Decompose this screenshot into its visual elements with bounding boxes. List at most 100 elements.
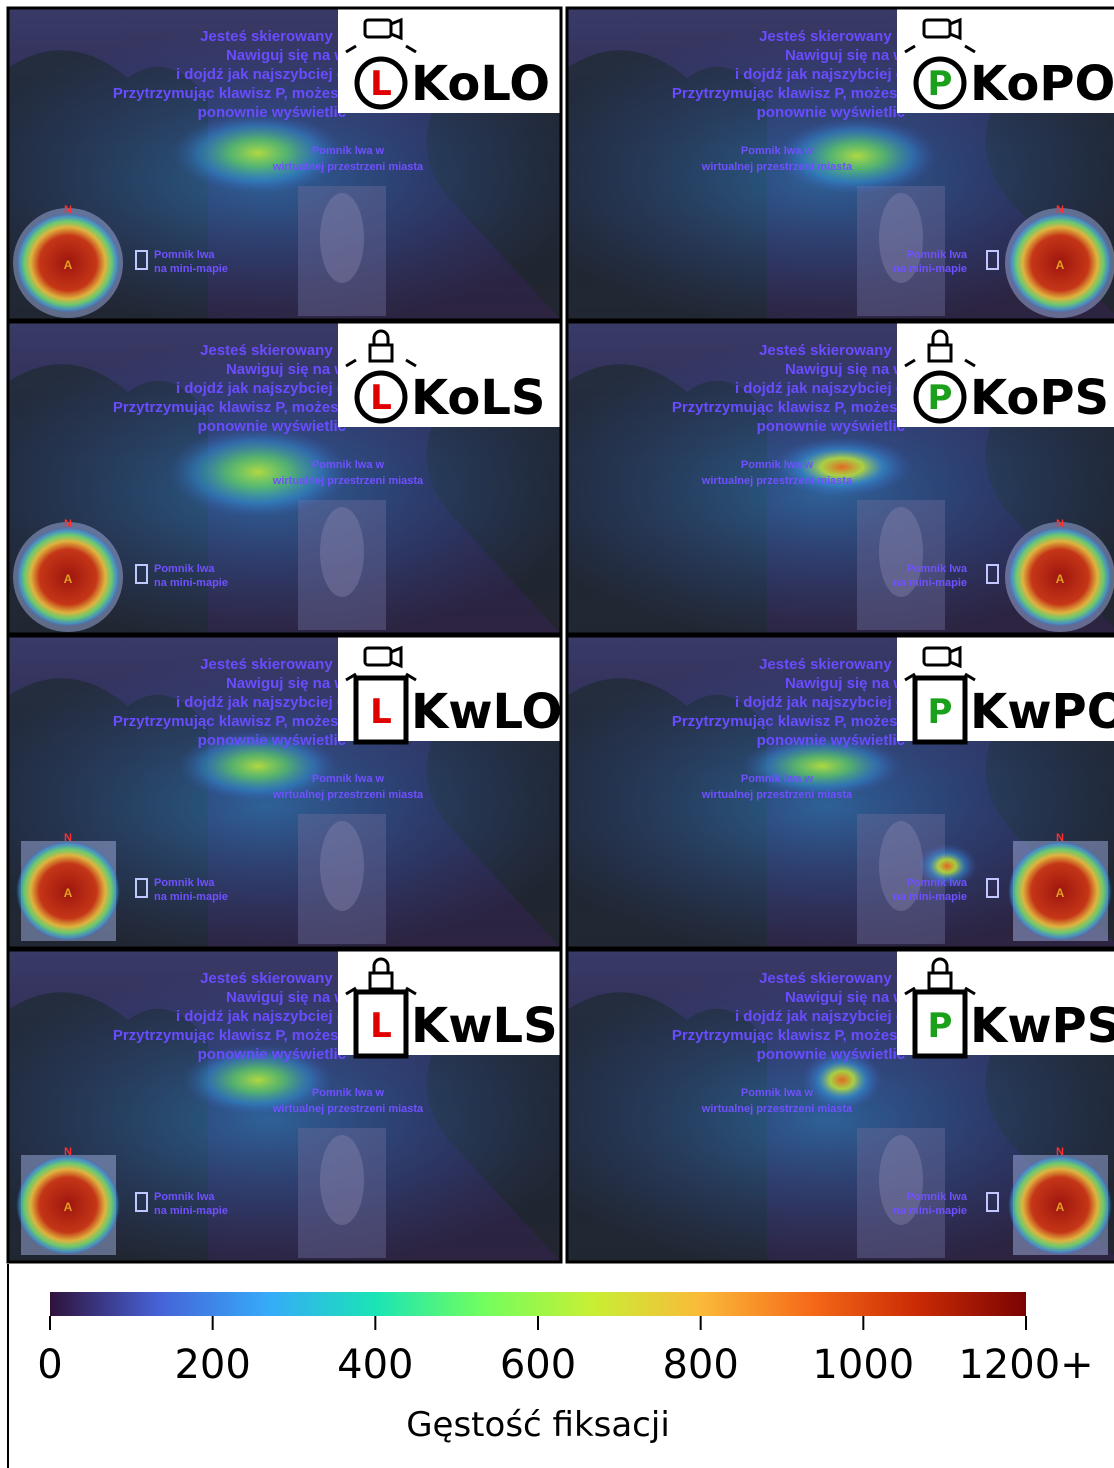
monument-label: Pomnik lwa w [741, 1087, 814, 1099]
player-marker: A [64, 572, 73, 586]
instruction-text: ponownie wyświetlić [198, 418, 346, 435]
minimap-label: Pomnik lwa [906, 249, 967, 261]
panel-label: KwLS [411, 998, 558, 1054]
instruction-text: Jesteś skierowany n [200, 28, 346, 45]
condition-icon [912, 675, 968, 745]
camera-icon [363, 646, 393, 667]
gaze-hotspot [772, 437, 912, 497]
statue-figure [879, 1135, 923, 1225]
statue [298, 1128, 386, 1258]
north-marker: N [1056, 1146, 1064, 1158]
minimap-label: na mini-mapie [893, 891, 967, 903]
instruction-text: Przytrzymując klawisz P, możesz [672, 713, 905, 730]
colorbar-tick-label: 0 [37, 1342, 62, 1388]
panel-label: KwLO [411, 684, 562, 740]
minimap-hotspot [1008, 213, 1112, 313]
panel-border [565, 6, 1114, 322]
gaze-hotspot [178, 731, 338, 801]
minimap-label-icon [135, 1192, 148, 1212]
panel: N A Jesteś skierowany n Nawiguj się na w i d… [565, 6, 1114, 322]
condition-letter: P [928, 64, 953, 104]
panel-border [565, 634, 1114, 950]
panel-border [565, 948, 1114, 1264]
monument-label: Pomnik lwa w [312, 145, 385, 157]
direction-arrows [904, 358, 976, 368]
monument-label: wirtualnej przestrzeni miasta [701, 789, 853, 801]
direction-arrows [345, 44, 417, 54]
direction-arrows [345, 358, 417, 368]
minimap-hotspot [1008, 841, 1112, 941]
panel-label: KoLO [411, 56, 550, 112]
monument-label: Pomnik lwa w [741, 459, 814, 471]
player-marker: A [64, 1200, 73, 1214]
north-marker: N [1056, 518, 1064, 530]
minimap-label: Pomnik lwa [906, 877, 967, 889]
statue-figure [879, 507, 923, 597]
player-marker: A [64, 258, 73, 272]
condition-icon [354, 370, 408, 424]
statue-figure [320, 821, 364, 911]
gaze-hotspot [168, 427, 348, 517]
instruction-text: Nawiguj się na w [226, 675, 346, 692]
minimap-hotspot [16, 1155, 120, 1255]
statue [298, 500, 386, 630]
instruction-text: Nawiguj się na w [785, 361, 905, 378]
player-marker: A [1056, 886, 1065, 900]
direction-arrows [345, 672, 417, 682]
condition-icon [913, 370, 967, 424]
monument-label: Pomnik lwa w [312, 773, 385, 785]
minimap-label: Pomnik lwa [906, 563, 967, 575]
north-marker: N [1056, 204, 1064, 216]
minimap-label-icon [986, 250, 999, 270]
heatmap-grid: N A Jesteś skierowany n Nawiguj się na w i d… [6, 6, 1114, 1264]
condition-icon [353, 675, 409, 745]
panel: N A Jesteś skierowany n Nawiguj się na w i d… [565, 948, 1114, 1264]
panel: N A Jesteś skierowany n Nawiguj się na w i d… [6, 948, 563, 1264]
panel-border [6, 948, 563, 1264]
panel: N A Jesteś skierowany n Nawiguj się na w i d… [6, 634, 563, 950]
colorbar: 0 200 400 600 800 1000 1200+ Gęstość fiksacji [37, 1292, 1094, 1445]
minimap-label: na mini-mapie [893, 1205, 967, 1217]
minimap-label: na mini-mapie [154, 891, 228, 903]
condition-letter: L [370, 1006, 392, 1046]
panel: N A Jesteś skierowany n Nawiguj się na w i d… [565, 320, 1114, 636]
panel-border [6, 320, 563, 636]
condition-letter: L [370, 692, 392, 732]
north-marker: N [1056, 832, 1064, 844]
monument-label: wirtualnej przestrzeni miasta [701, 161, 853, 173]
player-marker: A [64, 886, 73, 900]
instruction-text: i dojdź jak najszybciej d [176, 66, 346, 83]
instruction-text: Przytrzymując klawisz P, możesz [672, 399, 905, 416]
direction-arrows [345, 986, 417, 996]
monument-label: wirtualnej przestrzeni miasta [272, 789, 424, 801]
camera-icon [922, 18, 952, 39]
instruction-text: Nawiguj się na w [785, 675, 905, 692]
monument-label: wirtualnej przestrzeni miasta [272, 1103, 424, 1115]
gaze-hotspot [802, 1050, 882, 1110]
minimap-label-icon [986, 564, 999, 584]
instruction-text: ponownie wyświetlić [198, 1046, 346, 1063]
panel-label: KoPO [970, 56, 1114, 112]
condition-icon [353, 989, 409, 1059]
gaze-hotspot [183, 1045, 333, 1115]
colorbar-scale [50, 1292, 1026, 1316]
colorbar-tick-label: 600 [500, 1342, 576, 1388]
scene: N A Jesteś skierowany n Nawiguj się na w i d… [8, 322, 561, 634]
north-marker: N [64, 518, 72, 530]
statue-figure [879, 193, 923, 283]
gaze-hotspot [917, 844, 977, 888]
colorbar-tick-label: 1200+ [958, 1342, 1093, 1388]
instruction-text: Przytrzymując klawisz P, możesz [113, 1027, 346, 1044]
instruction-text: Nawiguj się na w [785, 989, 905, 1006]
monument-label: wirtualnej przestrzeni miasta [701, 1103, 853, 1115]
condition-icon [913, 56, 967, 110]
minimap-label: na mini-mapie [154, 577, 228, 589]
camera-icon [363, 18, 393, 39]
instruction-text: i dojdź jak najszybciej d [735, 1008, 905, 1025]
instruction-text: Przytrzymując klawisz P, możesz [113, 713, 346, 730]
instruction-text: Jesteś skierowany n [200, 656, 346, 673]
statue [298, 186, 386, 316]
minimap-hotspot [16, 527, 120, 627]
minimap-label: na mini-mapie [154, 1205, 228, 1217]
instruction-text: Przytrzymując klawisz P, możesz [113, 85, 346, 102]
